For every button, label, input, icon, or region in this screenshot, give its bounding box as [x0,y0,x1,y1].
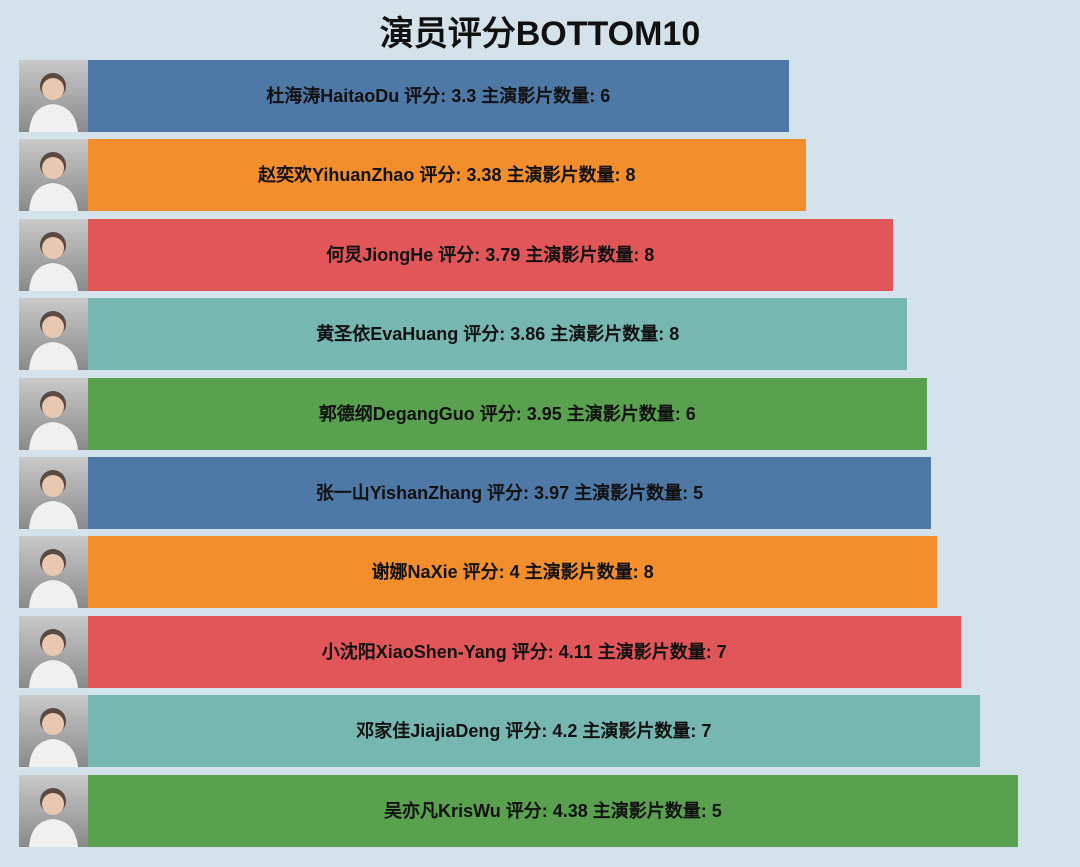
actor-photo [19,377,88,450]
actor-photo [19,774,88,847]
actor-photo [19,695,88,768]
bar: 郭德纲DegangGuo 评分: 3.95 主演影片数量: 6 [88,377,927,450]
bar-label: 杜海涛HaitaoDu 评分: 3.3 主演影片数量: 6 [266,86,611,106]
bar: 杜海涛HaitaoDu 评分: 3.3 主演影片数量: 6 [88,60,789,132]
bar-label: 郭德纲DegangGuo 评分: 3.95 主演影片数量: 6 [318,403,696,424]
bar: 邓家佳JiajiaDeng 评分: 4.2 主演影片数量: 7 [88,695,980,768]
actor-photo [19,298,88,371]
bar-label: 小沈阳XiaoShen-Yang 评分: 4.11 主演影片数量: 7 [321,641,727,662]
actor-photo [19,615,88,688]
bar: 谢娜NaXie 评分: 4 主演影片数量: 8 [88,536,938,609]
bar-label: 谢娜NaXie 评分: 4 主演影片数量: 8 [371,562,654,583]
bar: 吴亦凡KrisWu 评分: 4.38 主演影片数量: 5 [88,774,1018,847]
bar: 张一山YishanZhang 评分: 3.97 主演影片数量: 5 [88,457,931,529]
actor-photo [19,218,88,291]
actor-photo [19,457,88,529]
bar-label: 赵奕欢YihuanZhao 评分: 3.38 主演影片数量: 8 [258,165,636,186]
bar: 黄圣依EvaHuang 评分: 3.86 主演影片数量: 8 [88,298,908,371]
bar-label: 何炅JiongHe 评分: 3.79 主演影片数量: 8 [326,244,655,265]
actor-photo [19,139,88,212]
bar: 小沈阳XiaoShen-Yang 评分: 4.11 主演影片数量: 7 [88,615,961,688]
bar-label: 邓家佳JiajiaDeng 评分: 4.2 主演影片数量: 7 [356,721,712,742]
bar-label: 张一山YishanZhang 评分: 3.97 主演影片数量: 5 [315,483,704,503]
actor-photo [19,60,88,132]
actor-photo [19,536,88,609]
bar: 何炅JiongHe 评分: 3.79 主演影片数量: 8 [88,218,893,291]
bar-label: 黄圣依EvaHuang 评分: 3.86 主演影片数量: 8 [316,324,680,345]
chart-title: 演员评分BOTTOM10 [379,15,701,53]
bar-label: 吴亦凡KrisWu 评分: 4.38 主演影片数量: 5 [384,800,722,821]
bar: 赵奕欢YihuanZhao 评分: 3.38 主演影片数量: 8 [88,139,806,212]
